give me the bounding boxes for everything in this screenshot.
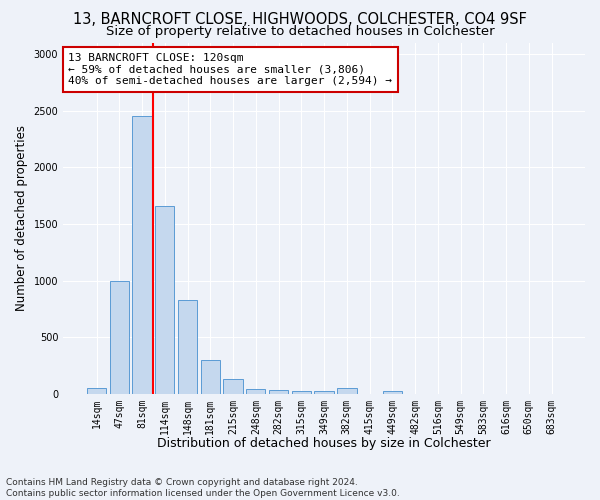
Bar bbox=[223, 380, 243, 394]
Text: 13, BARNCROFT CLOSE, HIGHWOODS, COLCHESTER, CO4 9SF: 13, BARNCROFT CLOSE, HIGHWOODS, COLCHEST… bbox=[73, 12, 527, 28]
Bar bbox=[383, 390, 402, 394]
Bar bbox=[155, 206, 175, 394]
Bar bbox=[178, 300, 197, 394]
Bar bbox=[337, 388, 356, 394]
Bar bbox=[269, 390, 288, 394]
Bar bbox=[246, 389, 265, 394]
Bar bbox=[87, 388, 106, 394]
Bar bbox=[110, 280, 129, 394]
Bar bbox=[200, 360, 220, 394]
X-axis label: Distribution of detached houses by size in Colchester: Distribution of detached houses by size … bbox=[157, 437, 491, 450]
Bar bbox=[314, 392, 334, 394]
Text: 13 BARNCROFT CLOSE: 120sqm
← 59% of detached houses are smaller (3,806)
40% of s: 13 BARNCROFT CLOSE: 120sqm ← 59% of deta… bbox=[68, 53, 392, 86]
Y-axis label: Number of detached properties: Number of detached properties bbox=[15, 126, 28, 312]
Text: Contains HM Land Registry data © Crown copyright and database right 2024.
Contai: Contains HM Land Registry data © Crown c… bbox=[6, 478, 400, 498]
Bar bbox=[133, 116, 152, 394]
Bar bbox=[292, 390, 311, 394]
Text: Size of property relative to detached houses in Colchester: Size of property relative to detached ho… bbox=[106, 25, 494, 38]
